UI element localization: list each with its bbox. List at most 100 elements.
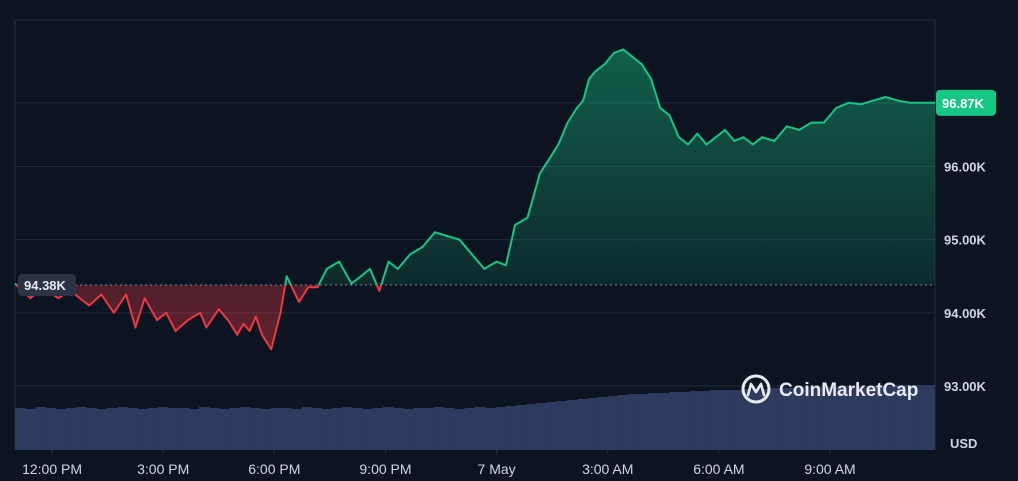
volume-bar bbox=[188, 409, 200, 450]
volume-bar bbox=[648, 393, 660, 450]
volume-bar bbox=[137, 409, 149, 450]
coinmarketcap-logo[interactable]: CoinMarketCap bbox=[741, 374, 918, 404]
volume-bar bbox=[454, 409, 466, 450]
volume-bar bbox=[372, 408, 384, 450]
volume-bar bbox=[751, 389, 762, 450]
volume-bar bbox=[577, 399, 588, 450]
volume-bar bbox=[771, 388, 782, 450]
volume-bar bbox=[383, 407, 394, 450]
volume-bar bbox=[710, 390, 721, 450]
coinmarketcap-logo-icon bbox=[741, 374, 771, 404]
volume-bar bbox=[219, 409, 230, 450]
area-above-reference bbox=[15, 49, 935, 286]
area-below-reference bbox=[15, 285, 935, 350]
y-axis-unit: USD bbox=[950, 436, 977, 451]
volume-bar bbox=[107, 408, 118, 450]
volume-bar bbox=[342, 407, 353, 450]
volume-bar bbox=[863, 386, 874, 450]
volume-bar bbox=[638, 394, 650, 450]
volume-bar bbox=[76, 407, 87, 450]
volume-bar bbox=[832, 387, 844, 450]
volume-bar bbox=[45, 408, 57, 450]
volume-bar bbox=[628, 394, 639, 450]
price-line bbox=[14, 48, 935, 351]
volume-bar bbox=[843, 386, 854, 450]
volume-bar bbox=[740, 389, 752, 450]
volume-bar bbox=[536, 403, 547, 450]
volume-bar bbox=[475, 407, 486, 450]
volume-bar bbox=[209, 408, 220, 450]
y-tick-label: 95.00K bbox=[944, 233, 987, 248]
volume-bar bbox=[321, 409, 333, 450]
price-area bbox=[15, 49, 935, 350]
volume-bar bbox=[689, 391, 701, 450]
y-tick-label: 96.00K bbox=[944, 160, 987, 175]
volume-bar bbox=[178, 408, 190, 450]
volume-bar bbox=[556, 401, 568, 450]
x-tick-label: 12:00 PM bbox=[22, 461, 82, 477]
x-tick-label: 7 May bbox=[478, 461, 516, 477]
volume-bar bbox=[66, 408, 77, 450]
volume-bar bbox=[669, 392, 680, 450]
volume-bar bbox=[117, 407, 128, 450]
volume-bar bbox=[587, 398, 598, 450]
volume-bar bbox=[873, 386, 885, 450]
x-tick-label: 9:00 AM bbox=[804, 461, 855, 477]
volume-bar bbox=[914, 385, 926, 450]
volume-bar bbox=[301, 407, 312, 450]
volume-bar bbox=[444, 408, 455, 450]
volume-bar bbox=[35, 407, 46, 450]
volume-bar bbox=[291, 409, 302, 450]
x-axis-labels: 12:00 PM 3:00 PM 6:00 PM 9:00 PM 7 May 3:00 A… bbox=[22, 450, 856, 477]
volume-bar bbox=[730, 390, 742, 450]
volume-bar bbox=[168, 408, 179, 450]
volume-bar bbox=[147, 408, 159, 450]
volume-bar bbox=[434, 407, 445, 450]
volume-bar bbox=[362, 409, 374, 450]
volume-bar bbox=[567, 400, 578, 450]
volume-bar bbox=[659, 393, 670, 450]
volume-bar bbox=[607, 396, 619, 450]
price-line-up bbox=[14, 48, 935, 286]
volume-bar bbox=[393, 408, 404, 450]
volume-bar bbox=[250, 408, 261, 450]
volume-bar bbox=[413, 408, 425, 450]
volume-bar bbox=[822, 387, 834, 450]
volume-bar bbox=[352, 408, 363, 450]
volume-bar bbox=[853, 386, 864, 450]
reference-price-badge: 94.38K bbox=[18, 274, 76, 297]
y-tick-label: 93.00K bbox=[944, 379, 987, 394]
volume-bar bbox=[55, 409, 67, 450]
brand-name: CoinMarketCap bbox=[779, 380, 918, 401]
volume-bar bbox=[96, 409, 108, 450]
volume-bar bbox=[505, 406, 517, 450]
volume-bar bbox=[25, 409, 36, 450]
volume-bar bbox=[403, 409, 414, 450]
x-tick-label: 3:00 PM bbox=[137, 461, 189, 477]
volume-bars bbox=[15, 385, 936, 450]
volume-bar bbox=[720, 390, 731, 450]
volume-bar bbox=[618, 395, 629, 450]
x-tick-label: 9:00 PM bbox=[359, 461, 411, 477]
volume-bar bbox=[679, 392, 690, 450]
price-line-down bbox=[15, 285, 383, 351]
volume-bar bbox=[924, 385, 936, 450]
volume-bar bbox=[270, 408, 282, 450]
volume-bar bbox=[260, 409, 271, 450]
x-tick-label: 3:00 AM bbox=[582, 461, 633, 477]
volume-bar bbox=[526, 404, 537, 450]
volume-bar bbox=[812, 387, 823, 450]
volume-bar bbox=[229, 408, 241, 450]
volume-bar bbox=[127, 408, 138, 450]
volume-bar bbox=[699, 391, 711, 450]
volume-bar bbox=[239, 407, 251, 450]
volume-bar bbox=[423, 408, 435, 450]
volume-bar bbox=[331, 408, 343, 450]
volume-bar bbox=[280, 408, 292, 450]
volume-bar bbox=[883, 386, 895, 450]
volume-bar bbox=[802, 387, 813, 450]
reference-price-label: 94.38K bbox=[24, 278, 67, 293]
x-tick-label: 6:00 AM bbox=[693, 461, 744, 477]
volume-bar bbox=[158, 407, 169, 450]
